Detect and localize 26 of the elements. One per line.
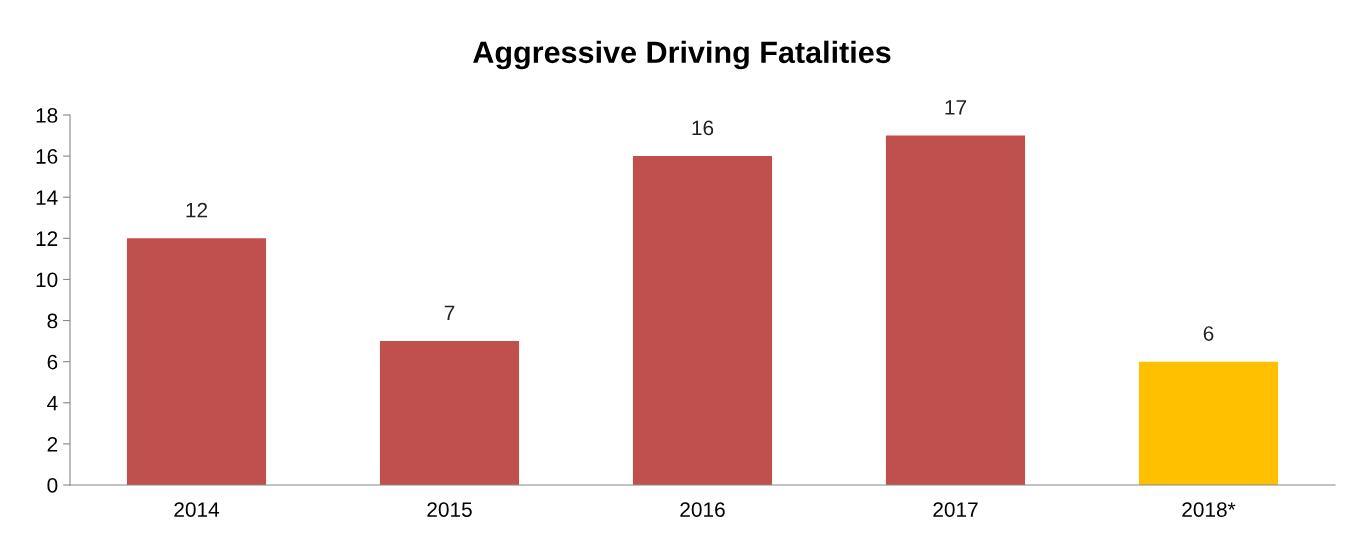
data-label: 16 (692, 120, 714, 136)
y-tick-label: 12 (36, 231, 58, 246)
y-tick-label: 8 (47, 313, 58, 329)
bar (379, 341, 520, 485)
x-tick-label: 2018* (1182, 502, 1236, 517)
y-tick-label: 2 (47, 436, 58, 452)
y-tick-label: 0 (47, 478, 58, 493)
x-tick-label: 2014 (174, 502, 220, 517)
y-tick-label: 6 (47, 354, 58, 370)
bar (885, 135, 1026, 485)
y-tick-label: 4 (47, 395, 58, 411)
x-tick-label: 2015 (427, 502, 472, 517)
chart-title: Aggressive Driving Fatalities (473, 40, 891, 70)
bar (126, 238, 267, 485)
x-tick-label: 2016 (680, 502, 725, 517)
y-tick-label: 18 (36, 108, 58, 123)
data-label: 17 (945, 100, 967, 115)
y-tick-label: 10 (36, 272, 58, 288)
bar (632, 156, 773, 485)
bar (1138, 361, 1279, 485)
data-label: 6 (1203, 326, 1214, 341)
y-tick-label: 16 (36, 149, 58, 164)
y-tick-label: 14 (36, 190, 58, 205)
data-label: 7 (444, 305, 455, 321)
data-label: 12 (186, 202, 208, 218)
x-tick-label: 2017 (933, 502, 978, 517)
